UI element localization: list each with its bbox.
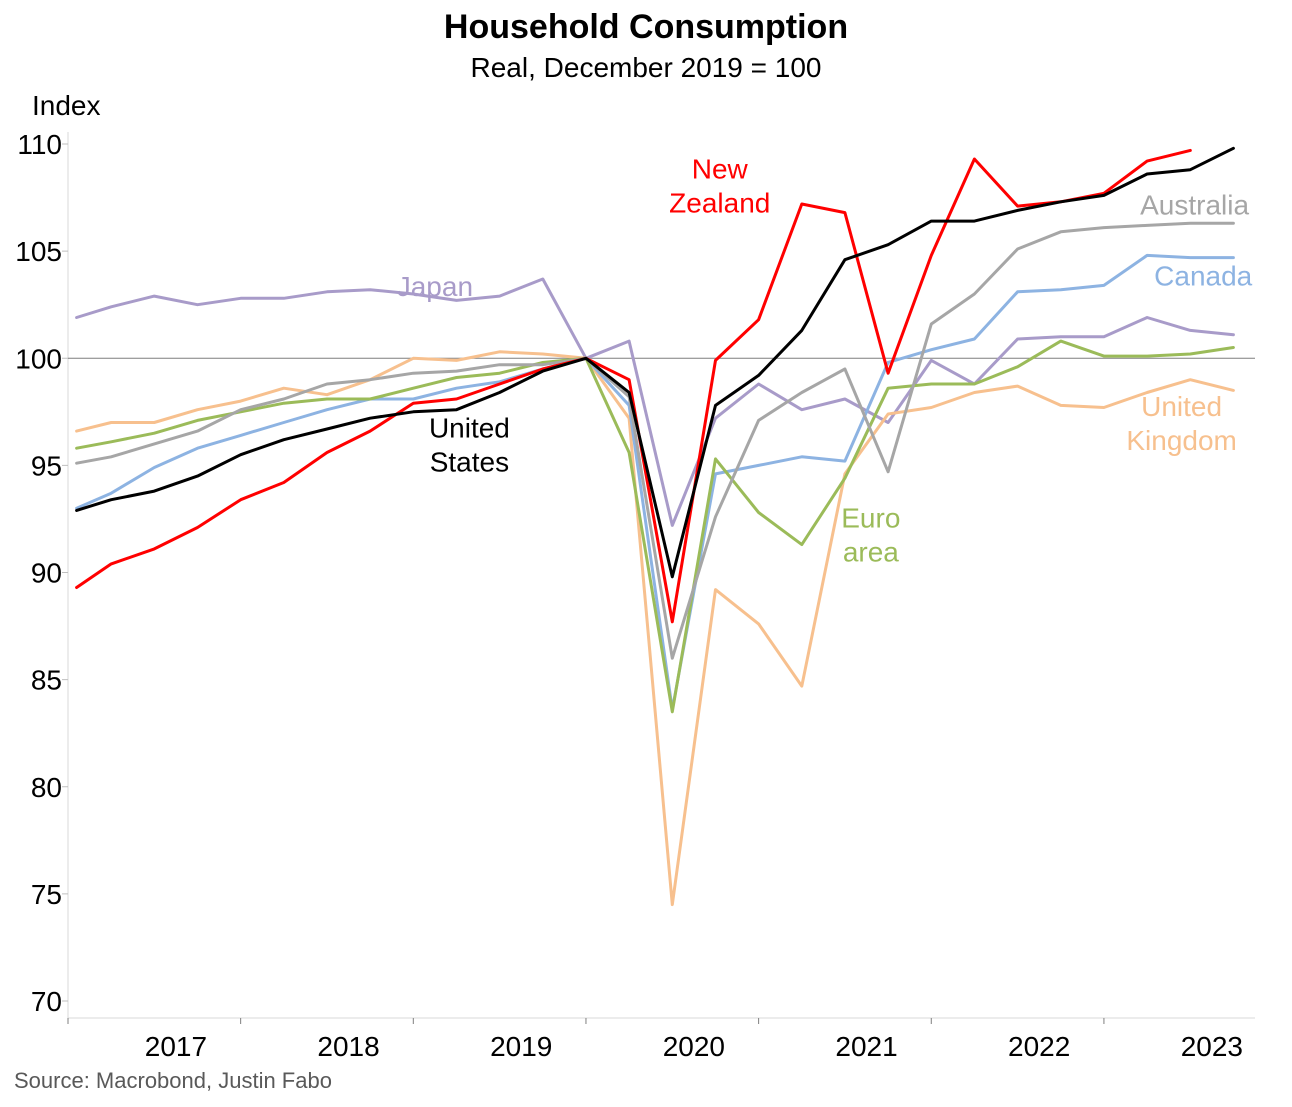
series-line-canada	[75, 253, 1235, 712]
source-note: Source: Macrobond, Justin Fabo	[14, 1068, 332, 1093]
x-tick-label: 2023	[1181, 1031, 1243, 1062]
series-line-united-kingdom	[75, 350, 1235, 907]
series-line-euro-area	[75, 339, 1235, 714]
y-tick-label: 70	[31, 986, 62, 1017]
y-tick-label: 110	[17, 129, 62, 160]
axes-group: 70 75 80 85 90 95 100 105 110 2017 2018 2019 2020 202…	[15, 129, 1255, 1062]
series-line-new-zealand	[75, 148, 1192, 624]
y-tick-label: 90	[31, 558, 62, 589]
series-labels-group: Japan United Kingdom Canada Euro area Australi…	[397, 153, 1253, 567]
y-tick-label: 105	[15, 236, 62, 267]
series-label-japan: Japan	[397, 271, 473, 302]
series-label-united-states: United States	[429, 413, 510, 478]
series-line-australia	[75, 221, 1235, 660]
y-tick-label: 100	[15, 343, 62, 374]
series-line-united-states	[75, 146, 1235, 579]
chart-subtitle: Real, December 2019 = 100	[470, 52, 822, 83]
x-tick-label: 2019	[490, 1031, 552, 1062]
x-tick-label: 2017	[145, 1031, 207, 1062]
chart-title: Household Consumption	[443, 8, 849, 46]
series-group	[75, 146, 1235, 907]
series-line-japan	[75, 277, 1235, 527]
y-axis-label: Index	[32, 90, 101, 121]
x-tick-label: 2020	[663, 1031, 725, 1062]
x-tick-label: 2021	[835, 1031, 897, 1062]
y-tick-label: 80	[31, 772, 62, 803]
x-tick-label: 2022	[1008, 1031, 1070, 1062]
x-tick-label: 2018	[317, 1031, 379, 1062]
series-label-new-zealand: New Zealand	[669, 153, 770, 218]
series-label-canada: Canada	[1154, 260, 1253, 291]
y-tick-label: 85	[31, 665, 62, 696]
series-label-euro-area: Euro area	[841, 503, 900, 568]
y-tick-label: 75	[31, 879, 62, 910]
y-tick-label: 95	[31, 450, 62, 481]
series-label-united-kingdom: United Kingdom	[1126, 391, 1237, 456]
series-label-australia: Australia	[1140, 190, 1249, 221]
